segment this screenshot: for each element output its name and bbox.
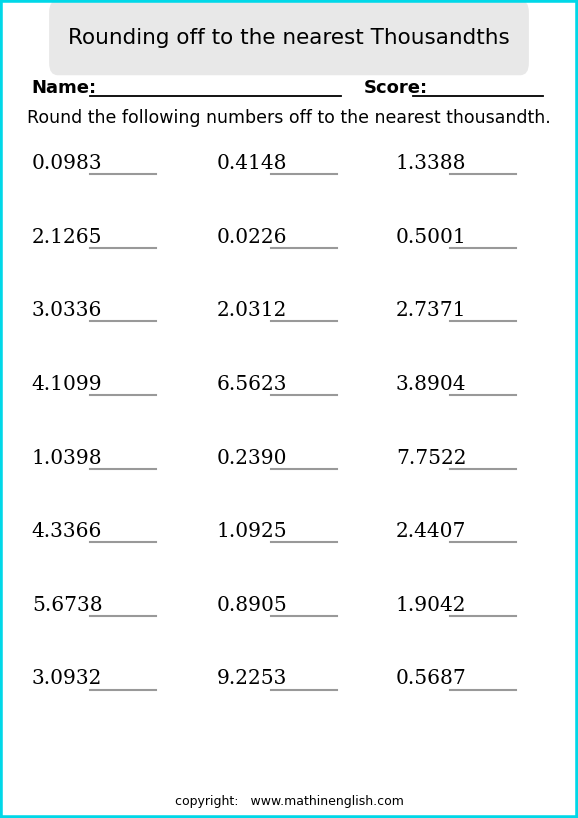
Text: 5.6738: 5.6738 [32,596,102,615]
Text: Score:: Score: [364,79,428,97]
Text: 3.0932: 3.0932 [32,669,102,689]
Text: 1.9042: 1.9042 [396,596,466,615]
Text: 0.8905: 0.8905 [217,596,287,615]
Text: 4.1099: 4.1099 [32,375,102,394]
Text: 1.0925: 1.0925 [217,522,287,542]
Text: 0.4148: 0.4148 [217,154,287,173]
Text: 2.0312: 2.0312 [217,301,287,321]
Text: Rounding off to the nearest Thousandths: Rounding off to the nearest Thousandths [68,28,510,47]
Text: 0.5001: 0.5001 [396,227,466,247]
Text: Name:: Name: [32,79,97,97]
Text: 7.7522: 7.7522 [396,448,466,468]
Text: 1.3388: 1.3388 [396,154,466,173]
Text: 0.5687: 0.5687 [396,669,466,689]
Text: 9.2253: 9.2253 [217,669,287,689]
Text: 3.0336: 3.0336 [32,301,102,321]
Text: 2.7371: 2.7371 [396,301,466,321]
Text: 0.0226: 0.0226 [217,227,287,247]
Text: 0.0983: 0.0983 [32,154,102,173]
Text: 1.0398: 1.0398 [32,448,102,468]
Text: 2.1265: 2.1265 [32,227,102,247]
FancyBboxPatch shape [49,0,529,75]
Text: 6.5623: 6.5623 [217,375,287,394]
Text: Round the following numbers off to the nearest thousandth.: Round the following numbers off to the n… [27,109,551,127]
Text: 2.4407: 2.4407 [396,522,466,542]
Text: 0.2390: 0.2390 [217,448,287,468]
Text: 4.3366: 4.3366 [32,522,102,542]
Text: 3.8904: 3.8904 [396,375,466,394]
Text: copyright:   www.mathinenglish.com: copyright: www.mathinenglish.com [175,795,403,808]
